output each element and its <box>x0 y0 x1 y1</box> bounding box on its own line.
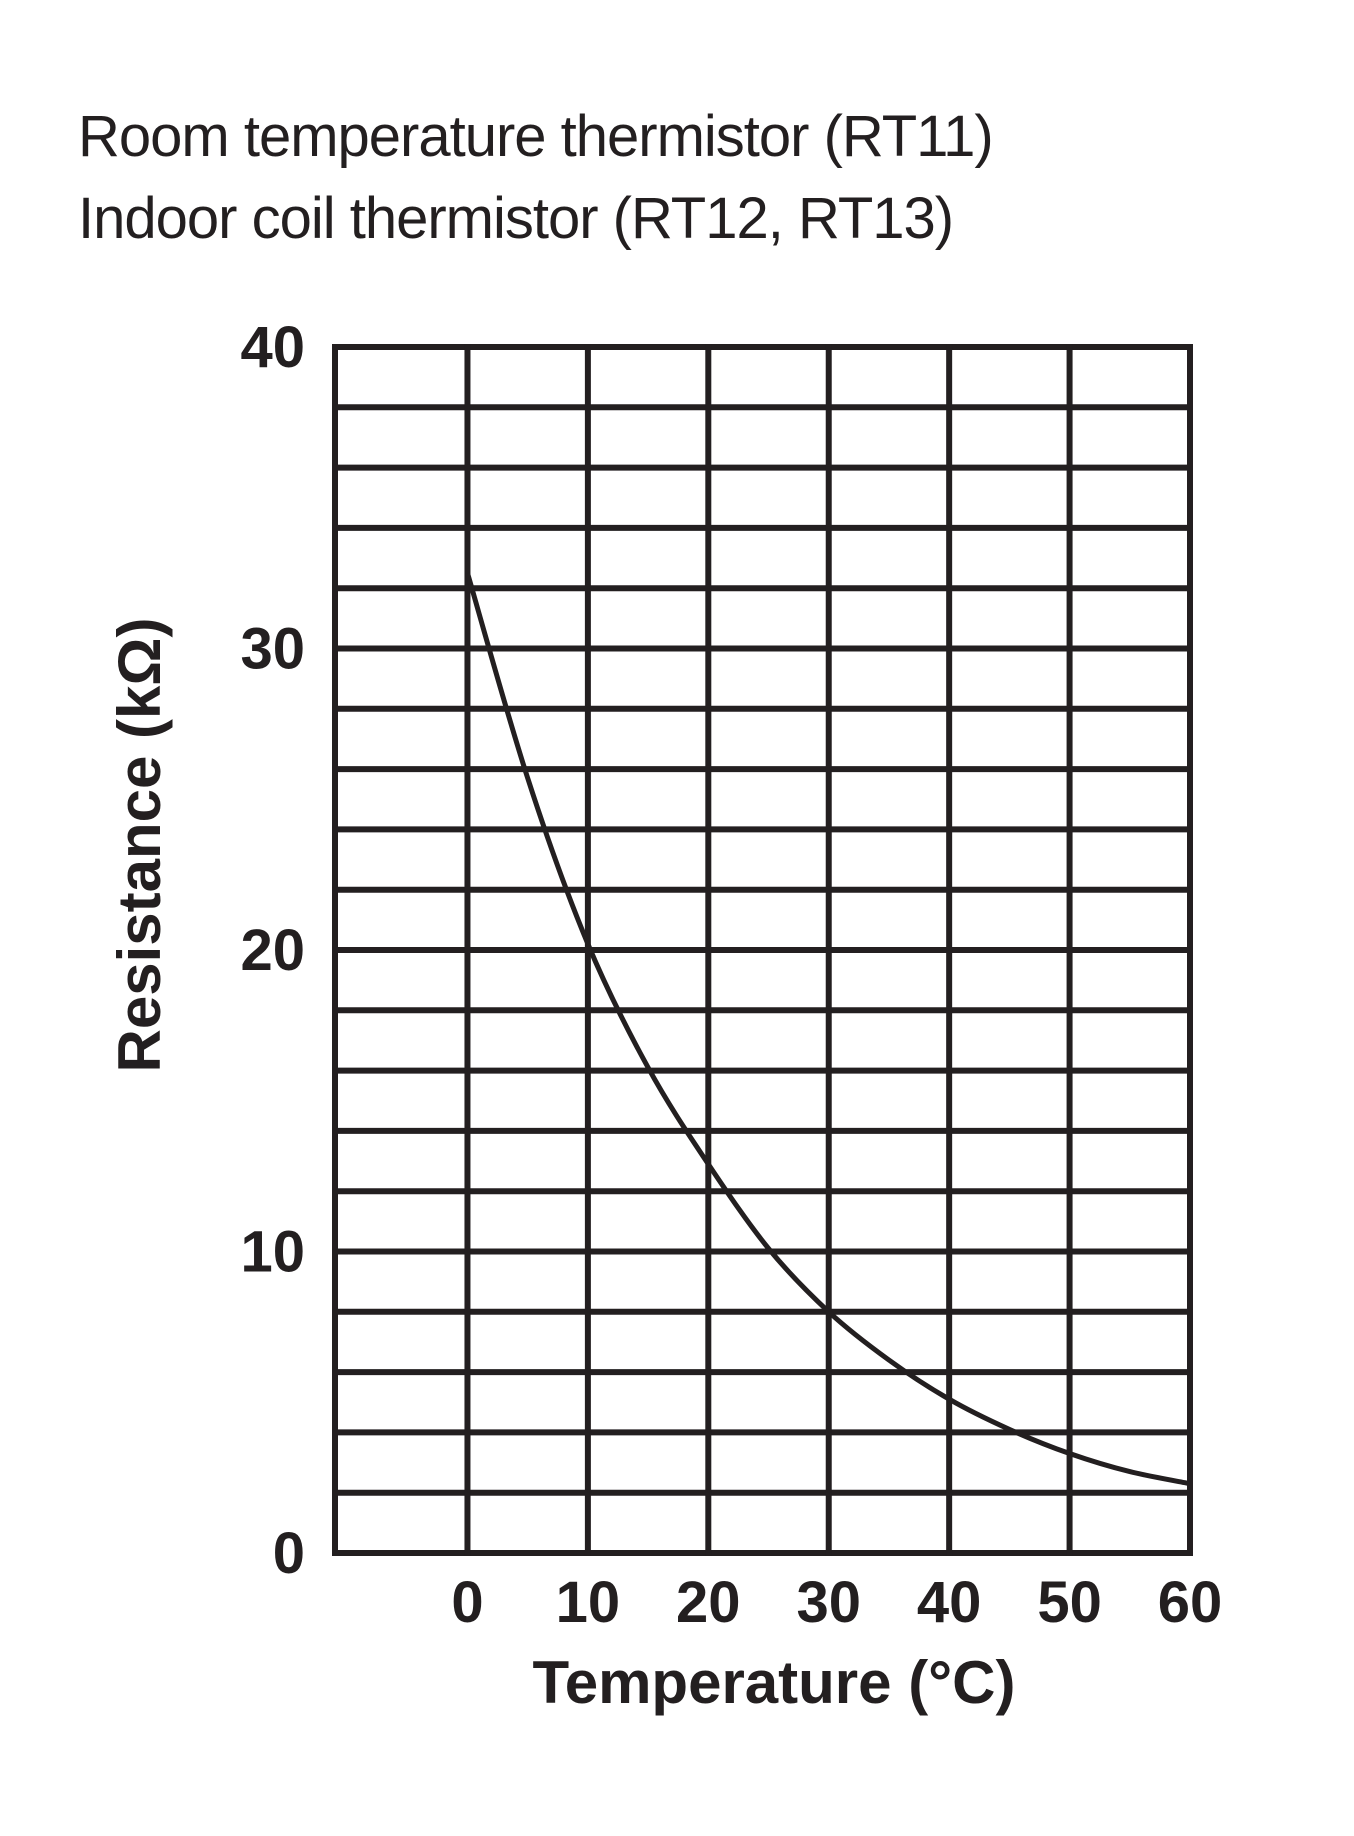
x-tick-label: 30 <box>796 1570 861 1635</box>
chart-title-line-1: Room temperature thermistor (RT11) <box>78 104 994 169</box>
resistance-curve-line <box>465 572 1191 1487</box>
y-tick-label: 20 <box>240 918 305 983</box>
x-axis-label: Temperature (°C) <box>533 1649 1016 1716</box>
y-tick-label: 30 <box>240 617 305 682</box>
y-tick-label: 40 <box>240 315 305 380</box>
x-tick-label: 10 <box>556 1570 621 1635</box>
x-tick-label: 50 <box>1037 1570 1102 1635</box>
x-tick-label: 40 <box>917 1570 982 1635</box>
x-tick-label: 20 <box>676 1570 741 1635</box>
y-tick-label: 10 <box>240 1220 305 1285</box>
chart-title-block: Room temperature thermistor (RT11) Indoo… <box>78 96 994 260</box>
chart-title-line-2: Indoor coil thermistor (RT12, RT13) <box>78 186 954 251</box>
y-tick-label: 0 <box>273 1521 305 1586</box>
x-tick-label: 60 <box>1158 1570 1223 1635</box>
x-tick-label: 0 <box>451 1570 483 1635</box>
curve-layer <box>465 572 1191 1487</box>
grid-layer <box>332 344 1193 1556</box>
y-axis-label: Resistance (kΩ) <box>106 618 173 1073</box>
tick-labels: 0 10 20 30 40 50 60 0 10 20 30 40 <box>240 315 1222 1635</box>
